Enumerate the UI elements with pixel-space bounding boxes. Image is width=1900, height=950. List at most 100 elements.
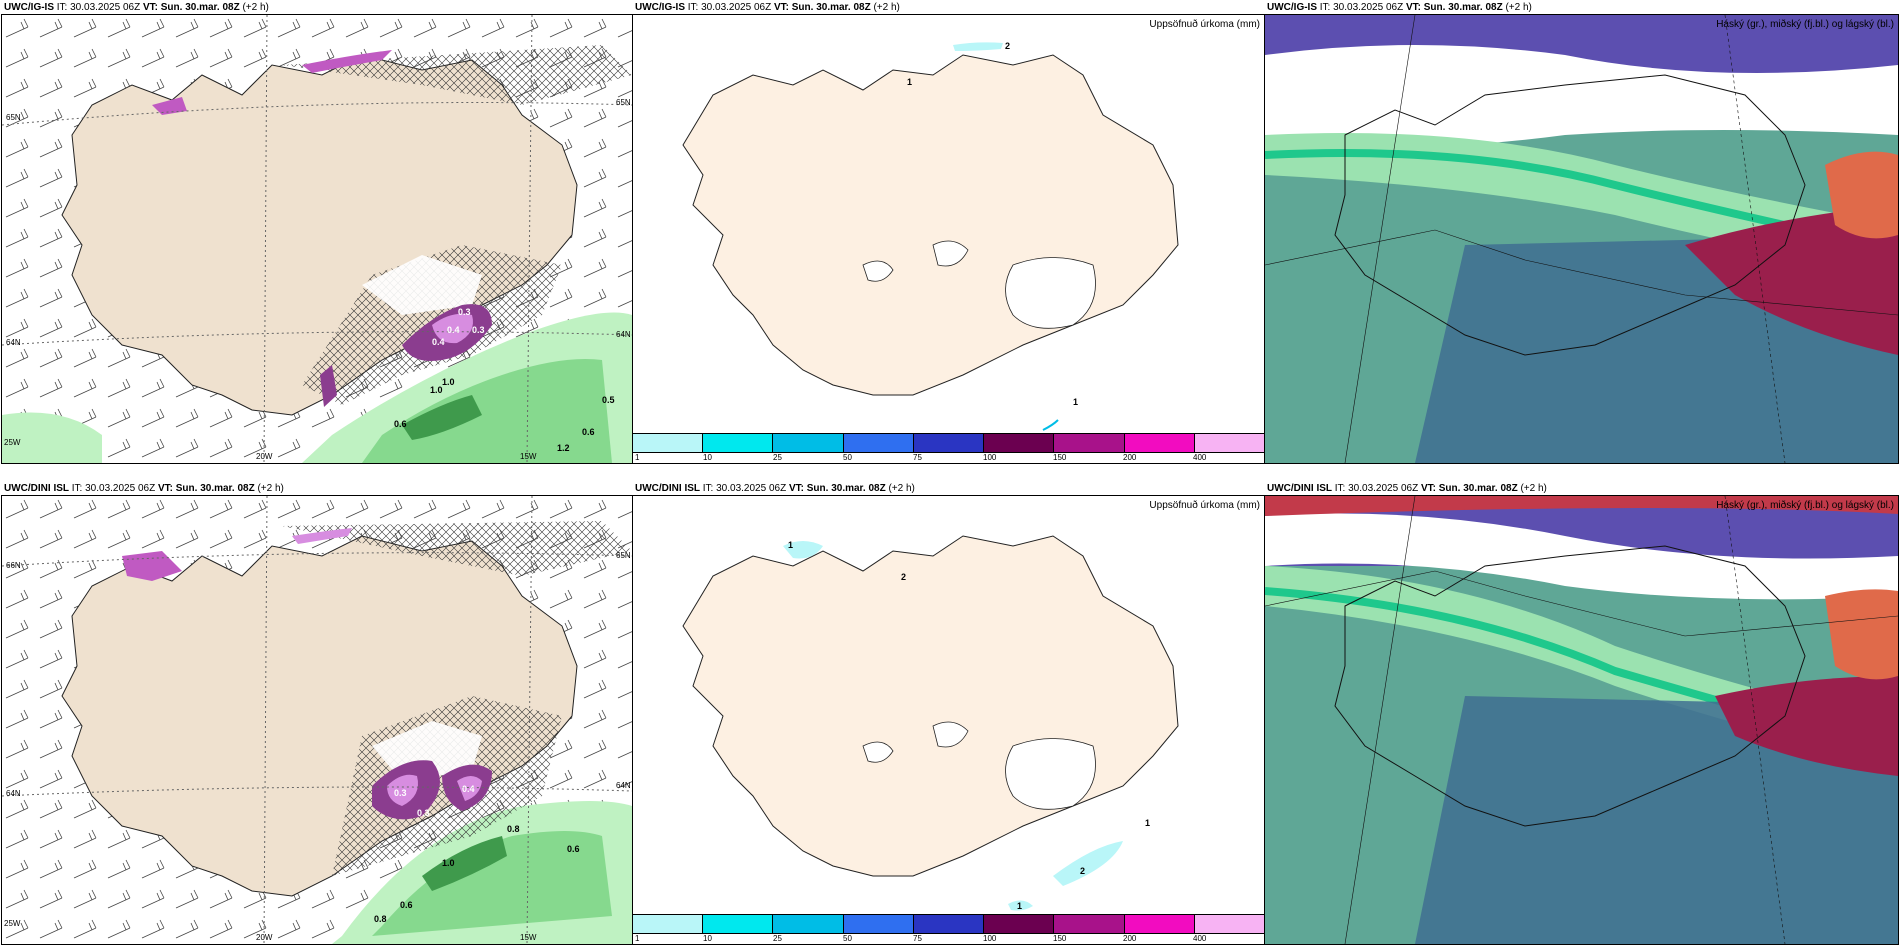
contour-label: 0.3: [458, 307, 471, 317]
contour-label: 0.8: [374, 914, 387, 924]
colorbar-ticks: 1 10 25 50 75 100 150 200 400: [633, 453, 1264, 463]
contour-label: 0.4: [432, 337, 445, 347]
precip-map-svg: 1 2 1 2 1: [682, 535, 1179, 911]
coord-label: 20W: [256, 933, 273, 942]
colorbar-swatch: [633, 915, 704, 933]
cloud-title: Háský (gr.), miðský (fj.bl.) og lágský (…: [1716, 500, 1894, 511]
precip-map-row2: UWC/DINI ISL IT: 30.03.2025 06Z VT: Sun.…: [632, 483, 1265, 945]
coord-label: 65N: [6, 113, 21, 122]
coord-label: 65N: [616, 98, 631, 107]
precip-colorbar: [633, 914, 1264, 934]
colorbar-tick: 400: [1193, 453, 1207, 462]
colorbar-swatch: [1054, 915, 1125, 933]
lead-time: (+2 h): [873, 2, 900, 13]
coord-label: 25W: [4, 919, 21, 928]
colorbar-tick: 100: [983, 934, 997, 943]
contour-label: 1.0: [442, 377, 455, 387]
it-value: 30.03.2025 06Z: [1348, 483, 1419, 494]
it-value: 30.03.2025 06Z: [1333, 2, 1404, 13]
coord-label: 65N: [616, 551, 631, 560]
colorbar-tick: 50: [843, 934, 852, 943]
cloud-map-svg: [1265, 15, 1898, 463]
precip-colorbar: [633, 433, 1264, 453]
contour-label: 1: [1145, 818, 1150, 828]
contour-label: 0.6: [394, 419, 407, 429]
vt-value: Sun. 30.mar. 08Z: [160, 2, 240, 13]
contour-label: 0.5: [602, 395, 615, 405]
it-label: IT:: [687, 2, 699, 13]
vt-value: Sun. 30.mar. 08Z: [1438, 483, 1518, 494]
panel-header: UWC/DINI ISL IT: 30.03.2025 06Z VT: Sun.…: [4, 483, 284, 495]
coord-label: 64N: [6, 338, 21, 347]
colorbar-swatch: [773, 915, 844, 933]
colorbar-tick: 150: [1053, 934, 1067, 943]
model-name: UWC/IG-IS: [635, 2, 685, 13]
colorbar-swatch: [1124, 915, 1195, 933]
model-name: UWC/IG-IS: [1267, 2, 1317, 13]
coord-label: 25W: [4, 438, 21, 447]
colorbar-swatch: [1194, 434, 1264, 452]
colorbar-swatch: [1124, 434, 1195, 452]
colorbar-tick: 10: [703, 934, 712, 943]
contour-label: 1.2: [557, 443, 570, 453]
it-label: IT:: [1319, 2, 1331, 13]
it-value: 30.03.2025 06Z: [701, 2, 772, 13]
colorbar-swatch: [773, 434, 844, 452]
contour-label: 0.6: [567, 844, 580, 854]
colorbar-tick: 100: [983, 453, 997, 462]
it-label: IT:: [71, 483, 83, 494]
contour-label: 0.8: [507, 824, 520, 834]
colorbar-tick: 1: [635, 934, 640, 943]
colorbar-swatch: [703, 434, 774, 452]
colorbar-tick: 1: [635, 453, 640, 462]
contour-label: 2: [901, 572, 906, 582]
colorbar-swatch: [843, 434, 914, 452]
model-name: UWC/IG-IS: [4, 2, 54, 13]
model-name: UWC/DINI ISL: [1267, 483, 1332, 494]
colorbar-swatch: [1194, 915, 1264, 933]
coord-label: 15W: [520, 452, 537, 461]
colorbar-swatch: [984, 915, 1055, 933]
precip-map-svg: 2 1 1: [682, 41, 1179, 431]
vt-value: Sun. 30.mar. 08Z: [175, 483, 255, 494]
model-name: UWC/DINI ISL: [4, 483, 69, 494]
lead-time: (+2 h): [257, 483, 284, 494]
colorbar-swatch: [984, 434, 1055, 452]
precip-title: Uppsöfnuð úrkoma (mm): [1149, 19, 1260, 30]
vt-value: Sun. 30.mar. 08Z: [806, 483, 886, 494]
panel-header: UWC/IG-IS IT: 30.03.2025 06Z VT: Sun. 30…: [635, 2, 900, 14]
panel-header: UWC/IG-IS IT: 30.03.2025 06Z VT: Sun. 30…: [4, 2, 269, 14]
coord-label: 64N: [616, 330, 631, 339]
contour-label: 1: [1073, 397, 1078, 407]
lead-time: (+2 h): [242, 2, 269, 13]
contour-label: 2: [1005, 41, 1010, 51]
it-label: IT:: [702, 483, 714, 494]
wind-map-svg: 65N 65N 64N 64N 25W 20W 15W 0.6 1.0 1.0 …: [2, 15, 632, 463]
vt-label: VT:: [1420, 483, 1436, 494]
vt-label: VT:: [773, 2, 789, 13]
cloud-map-row2: UWC/DINI ISL IT: 30.03.2025 06Z VT: Sun.…: [1264, 483, 1899, 945]
it-value: 30.03.2025 06Z: [70, 2, 141, 13]
contour-label: 1.0: [442, 858, 455, 868]
colorbar-tick: 25: [773, 453, 782, 462]
cloud-title: Háský (gr.), miðský (fj.bl.) og lágský (…: [1716, 19, 1894, 30]
contour-label: 1.0: [430, 385, 443, 395]
coord-label: 20W: [256, 452, 273, 461]
contour-label: 0.4: [462, 784, 475, 794]
colorbar-swatch: [913, 915, 985, 933]
panel-header: UWC/DINI ISL IT: 30.03.2025 06Z VT: Sun.…: [635, 483, 915, 495]
lead-time: (+2 h): [1520, 483, 1547, 494]
colorbar-tick: 400: [1193, 934, 1207, 943]
cloud-map-row1: UWC/IG-IS IT: 30.03.2025 06Z VT: Sun. 30…: [1264, 2, 1899, 464]
it-label: IT:: [56, 2, 68, 13]
colorbar-ticks: 1 10 25 50 75 100 150 200 400: [633, 934, 1264, 944]
colorbar-tick: 200: [1123, 934, 1137, 943]
cloud-map-svg: [1265, 496, 1898, 944]
panel-header: UWC/IG-IS IT: 30.03.2025 06Z VT: Sun. 30…: [1267, 2, 1532, 14]
contour-label: 1: [788, 540, 793, 550]
contour-label: 0.3: [472, 325, 485, 335]
contour-label: 1: [907, 77, 912, 87]
lead-time: (+2 h): [888, 483, 915, 494]
colorbar-swatch: [633, 434, 704, 452]
wind-precip-map-row2: UWC/DINI ISL IT: 30.03.2025 06Z VT: Sun.…: [1, 483, 633, 945]
